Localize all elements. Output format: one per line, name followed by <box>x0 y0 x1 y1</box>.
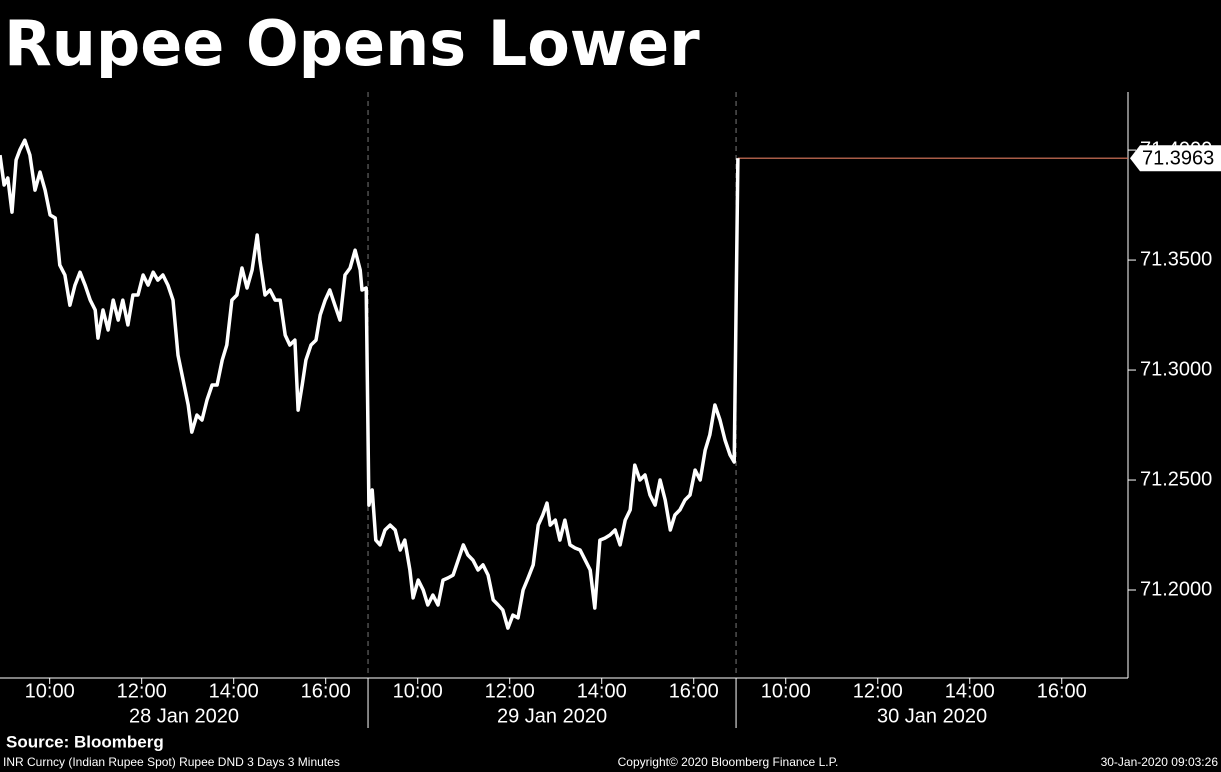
x-tick-label: 10:00 <box>25 680 75 702</box>
x-tick-label: 14:00 <box>577 680 627 702</box>
y-tick-label: 71.3500 <box>1140 248 1212 270</box>
x-tick-label: 16:00 <box>669 680 719 702</box>
x-tick-label: 10:00 <box>393 680 443 702</box>
timestamp: 30-Jan-2020 09:03:26 <box>1101 755 1219 769</box>
day-label: 30 Jan 2020 <box>877 705 987 727</box>
x-tick-label: 16:00 <box>1037 680 1087 702</box>
day-label: 28 Jan 2020 <box>129 705 239 727</box>
x-tick-label: 12:00 <box>853 680 903 702</box>
x-tick-label: 16:00 <box>301 680 351 702</box>
last-value-box <box>1130 145 1221 172</box>
y-tick-label: 71.3000 <box>1140 358 1212 380</box>
x-tick-label: 14:00 <box>209 680 259 702</box>
last-value-label: 71.3963 <box>1142 147 1214 169</box>
day-label: 29 Jan 2020 <box>497 705 607 727</box>
x-tick-label: 10:00 <box>761 680 811 702</box>
chart-title: Rupee Opens Lower <box>4 7 700 80</box>
copyright: Copyright© 2020 Bloomberg Finance L.P. <box>618 755 839 769</box>
ticker: INR Curncy (Indian Rupee Spot) Rupee DND… <box>3 755 340 769</box>
x-tick-label: 14:00 <box>945 680 995 702</box>
price-line <box>0 138 740 630</box>
y-tick-label: 71.2500 <box>1140 468 1212 490</box>
x-tick-label: 12:00 <box>485 680 535 702</box>
x-tick-label: 12:00 <box>117 680 167 702</box>
y-tick-label: 71.2000 <box>1140 578 1212 600</box>
source: Source: Bloomberg <box>6 732 164 751</box>
